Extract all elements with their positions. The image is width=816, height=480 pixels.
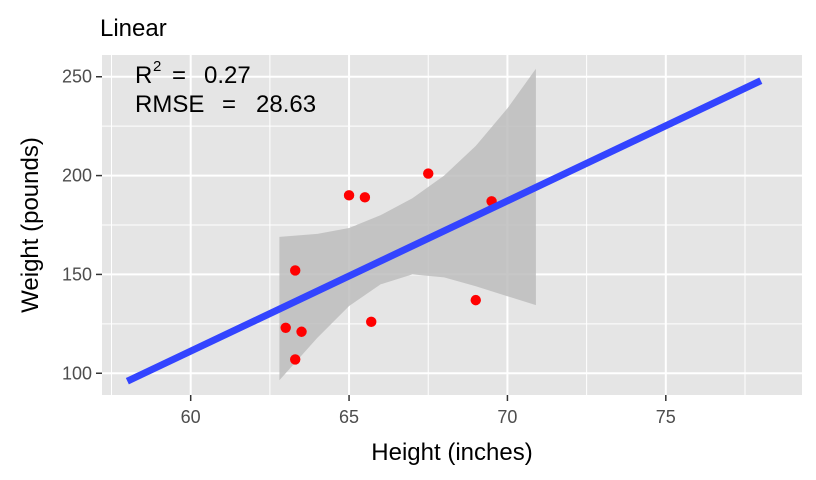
tick-labels: 60 65 70 75 100 150 200 250 <box>62 67 676 427</box>
x-tick-label: 70 <box>497 407 517 427</box>
x-axis-label: Height (inches) <box>371 439 532 466</box>
data-point <box>366 316 377 328</box>
r2-equals: = <box>172 62 186 89</box>
y-tick-label: 200 <box>62 166 92 186</box>
y-axis-label: Weight (pounds) <box>17 137 44 313</box>
y-tick-label: 250 <box>62 67 92 87</box>
r2-superscript: 2 <box>153 58 161 75</box>
confidence-band <box>279 68 536 381</box>
fit-annotation: R 2 = 0.27 RMSE = 28.63 <box>135 58 316 118</box>
rmse-value: 28.63 <box>256 91 316 118</box>
x-tick-label: 75 <box>656 407 676 427</box>
regression-line <box>125 77 763 385</box>
r2-label: R <box>135 62 152 89</box>
r2-value: 0.27 <box>204 62 251 89</box>
data-point <box>423 168 434 179</box>
data-point <box>280 322 291 333</box>
data-point <box>343 190 355 201</box>
x-tick-label: 65 <box>339 407 359 427</box>
data-point <box>290 265 301 276</box>
data-point <box>290 354 301 365</box>
data-point <box>359 192 371 203</box>
rmse-equals: = <box>222 91 236 118</box>
axis-ticks <box>96 75 667 401</box>
data-point <box>470 294 481 306</box>
x-tick-label: 60 <box>181 407 201 427</box>
y-tick-label: 150 <box>62 264 92 284</box>
y-tick-label: 100 <box>62 363 92 383</box>
data-points <box>280 168 497 365</box>
data-point <box>296 326 307 337</box>
chart-title: Linear <box>100 15 167 42</box>
rmse-label: RMSE <box>135 91 204 118</box>
